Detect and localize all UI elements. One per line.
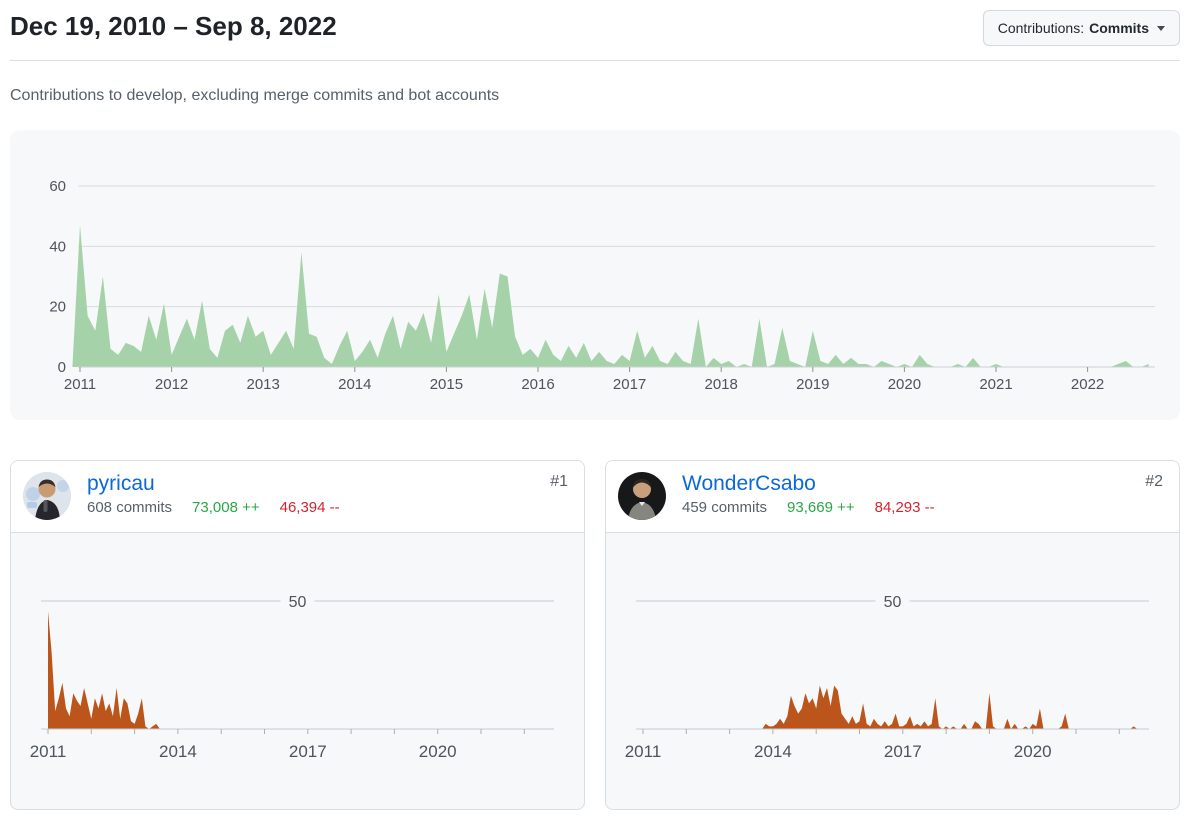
svg-text:0: 0: [58, 359, 66, 376]
contributor-card-pyricau: pyricau 608 commits 73,008 ++ 46,394 -- …: [10, 460, 585, 810]
svg-text:2022: 2022: [1071, 376, 1104, 393]
header-divider: [10, 60, 1180, 61]
svg-text:2020: 2020: [888, 376, 921, 393]
svg-text:2014: 2014: [159, 742, 197, 761]
svg-text:2014: 2014: [338, 376, 371, 393]
svg-text:2018: 2018: [705, 376, 738, 393]
contributor-stats: 608 commits 73,008 ++ 46,394 --: [87, 499, 340, 516]
svg-text:2014: 2014: [754, 742, 792, 761]
svg-text:2011: 2011: [625, 742, 662, 761]
svg-text:2016: 2016: [521, 376, 554, 393]
page-header: Dec 19, 2010 – Sep 8, 2022 Contributions…: [10, 0, 1180, 46]
svg-text:50: 50: [289, 594, 307, 611]
svg-text:2011: 2011: [64, 376, 96, 393]
svg-text:20: 20: [49, 299, 66, 316]
commit-count: 608 commits: [87, 499, 173, 517]
contributions-area-chart[interactable]: 0 20 40 60 2011 2012 2013 2014 2015 2016 2017 2018 2…: [10, 130, 1180, 420]
svg-text:2020: 2020: [1014, 742, 1052, 761]
contributor-sparkline: 2011 2014 2017 2020 50: [625, 590, 1149, 761]
svg-text:2021: 2021: [979, 376, 1012, 393]
contributor-name-link[interactable]: pyricau: [87, 472, 155, 495]
deletions-count: 46,394 --: [279, 499, 340, 517]
contributor-name-link[interactable]: WonderCsabo: [682, 472, 816, 495]
svg-text:2012: 2012: [155, 376, 188, 393]
svg-text:2013: 2013: [247, 376, 280, 393]
contributor-meta: pyricau 608 commits 73,008 ++ 46,394 --: [87, 472, 340, 532]
additions-count: 73,008 ++: [192, 499, 260, 517]
deletions-count: 84,293 --: [874, 499, 935, 517]
svg-text:50: 50: [884, 594, 902, 611]
dropdown-prefix-label: Contributions:: [997, 20, 1085, 36]
svg-text:60: 60: [49, 178, 66, 195]
rank-badge: #2: [1145, 473, 1163, 490]
date-range-title: Dec 19, 2010 – Sep 8, 2022: [10, 11, 337, 41]
contributions-dropdown[interactable]: Contributions: Commits: [982, 10, 1180, 46]
svg-text:2015: 2015: [430, 376, 463, 393]
svg-text:40: 40: [49, 238, 66, 255]
commit-count: 459 commits: [682, 499, 768, 517]
contributions-graph-panel: 0 20 40 60 2011 2012 2013 2014 2015 2016 2017 2018 2…: [10, 130, 1180, 420]
avatar[interactable]: [23, 472, 71, 520]
chart-description: Contributions to develop, excluding merg…: [10, 87, 500, 104]
contributor-card-header: WonderCsabo 459 commits 93,669 ++ 84,293…: [606, 461, 1179, 533]
contributor-card-wondercsabo: WonderCsabo 459 commits 93,669 ++ 84,293…: [605, 460, 1180, 810]
svg-text:2019: 2019: [796, 376, 829, 393]
svg-text:2011: 2011: [30, 742, 67, 761]
dropdown-selected-value: Commits: [1089, 20, 1149, 36]
contributor-cards: pyricau 608 commits 73,008 ++ 46,394 -- …: [10, 460, 1180, 810]
svg-text:2017: 2017: [884, 742, 922, 761]
contributor-stats: 459 commits 93,669 ++ 84,293 --: [682, 499, 935, 516]
caret-down-icon: [1157, 25, 1165, 31]
svg-text:2017: 2017: [613, 376, 646, 393]
contributor-card-header: pyricau 608 commits 73,008 ++ 46,394 -- …: [11, 461, 584, 533]
contributor-sparkline: 2011 2014 2017 2020 50: [30, 590, 554, 761]
svg-text:2017: 2017: [289, 742, 327, 761]
svg-text:2020: 2020: [419, 742, 457, 761]
contributor-meta: WonderCsabo 459 commits 93,669 ++ 84,293…: [682, 472, 935, 532]
additions-count: 93,669 ++: [787, 499, 855, 517]
avatar[interactable]: [618, 472, 666, 520]
rank-badge: #1: [550, 473, 568, 490]
